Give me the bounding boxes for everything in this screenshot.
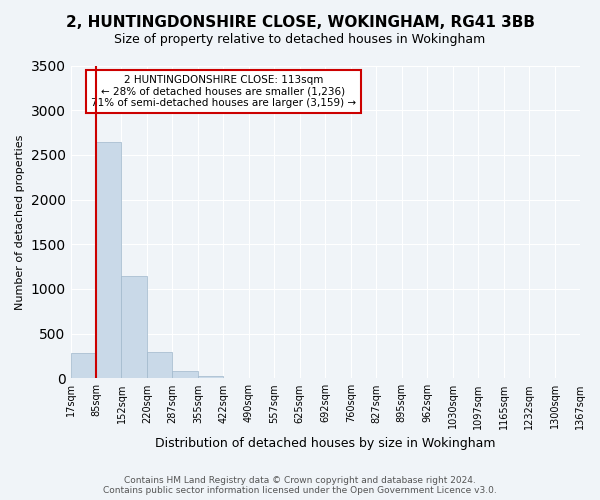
Text: 2, HUNTINGDONSHIRE CLOSE, WOKINGHAM, RG41 3BB: 2, HUNTINGDONSHIRE CLOSE, WOKINGHAM, RG4…	[65, 15, 535, 30]
X-axis label: Distribution of detached houses by size in Wokingham: Distribution of detached houses by size …	[155, 437, 496, 450]
Bar	[172, 371, 198, 378]
Bar	[147, 352, 172, 378]
Text: 2 HUNTINGDONSHIRE CLOSE: 113sqm
← 28% of detached houses are smaller (1,236)
71%: 2 HUNTINGDONSHIRE CLOSE: 113sqm ← 28% of…	[91, 75, 356, 108]
Bar	[121, 276, 147, 378]
Bar	[198, 376, 223, 378]
Text: Contains HM Land Registry data © Crown copyright and database right 2024.
Contai: Contains HM Land Registry data © Crown c…	[103, 476, 497, 495]
Y-axis label: Number of detached properties: Number of detached properties	[15, 134, 25, 310]
Bar	[96, 142, 121, 378]
Bar	[71, 354, 96, 378]
Text: Size of property relative to detached houses in Wokingham: Size of property relative to detached ho…	[115, 32, 485, 46]
